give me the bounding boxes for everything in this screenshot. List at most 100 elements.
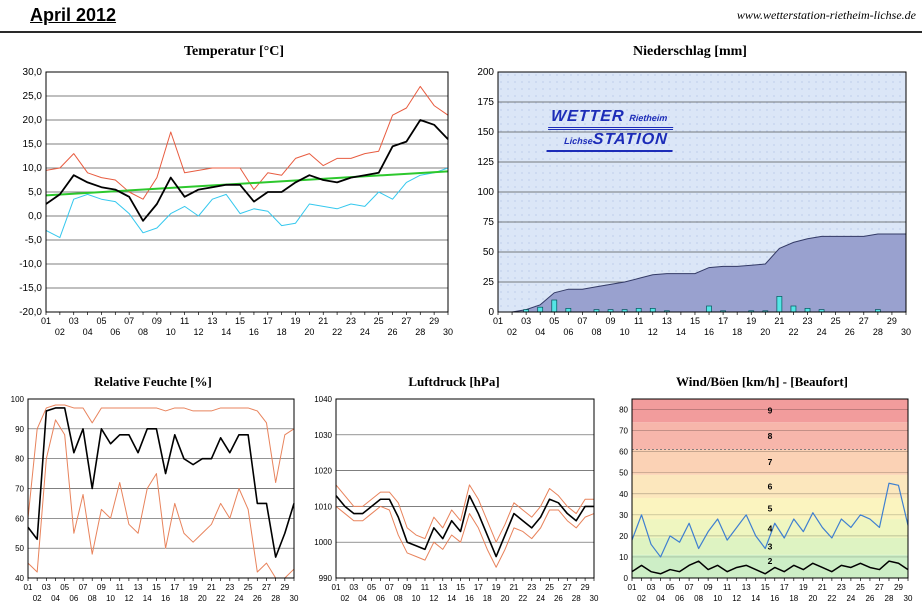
- svg-text:70: 70: [619, 427, 628, 436]
- svg-text:1010: 1010: [314, 502, 332, 511]
- svg-text:15: 15: [152, 583, 161, 592]
- svg-text:90: 90: [15, 425, 24, 434]
- svg-text:1040: 1040: [314, 395, 332, 404]
- svg-text:5: 5: [768, 504, 773, 514]
- svg-text:25: 25: [244, 583, 253, 592]
- svg-text:25: 25: [374, 316, 384, 326]
- logo-lichse-text: Lichse: [563, 136, 594, 146]
- wind-plot: 0 10 20 30 40 50 60 70 80 2 3 4 5 6 7 8 9 01 02 03 04 05 06 07 0…: [608, 394, 916, 608]
- svg-text:16: 16: [161, 594, 170, 603]
- svg-text:60: 60: [619, 448, 628, 457]
- temperature-chart-title: Temperatur [°C]: [183, 44, 285, 59]
- precipitation-chart: Niederschlag [mm] WETTER Rietheim LichseS…: [464, 40, 916, 342]
- svg-text:16: 16: [770, 594, 779, 603]
- svg-text:-5,0: -5,0: [25, 235, 43, 246]
- svg-text:29: 29: [429, 316, 439, 326]
- svg-text:50: 50: [15, 544, 24, 553]
- svg-text:29: 29: [894, 583, 903, 592]
- svg-text:11: 11: [116, 583, 125, 592]
- svg-text:22: 22: [788, 327, 798, 337]
- svg-text:05: 05: [60, 583, 69, 592]
- svg-text:100: 100: [11, 395, 25, 404]
- svg-text:30: 30: [901, 327, 911, 337]
- svg-text:50: 50: [619, 469, 628, 478]
- svg-text:16: 16: [704, 327, 714, 337]
- svg-text:14: 14: [751, 594, 760, 603]
- svg-text:09: 09: [152, 316, 162, 326]
- svg-text:09: 09: [403, 583, 412, 592]
- svg-text:12: 12: [193, 327, 203, 337]
- svg-text:16: 16: [249, 327, 259, 337]
- pressure-plot: 990 1000 1010 1020 1030 1040 01 02 03 04 05 06 07 08 0…: [306, 394, 602, 608]
- svg-text:2: 2: [768, 556, 773, 566]
- svg-text:03: 03: [521, 316, 531, 326]
- svg-text:17: 17: [474, 583, 483, 592]
- svg-text:75: 75: [483, 217, 495, 228]
- svg-text:20: 20: [808, 594, 817, 603]
- svg-text:10,0: 10,0: [23, 163, 43, 174]
- svg-text:26: 26: [388, 327, 398, 337]
- svg-text:02: 02: [340, 594, 349, 603]
- humidity-plot: 40 50 60 70 80 90 100 01 02 03 04 05 06 07 08 09 10 11 12 1…: [4, 394, 302, 608]
- svg-text:60: 60: [15, 514, 24, 523]
- svg-text:70: 70: [15, 485, 24, 494]
- svg-text:14: 14: [447, 594, 456, 603]
- svg-text:40: 40: [15, 574, 24, 583]
- svg-text:18: 18: [179, 594, 188, 603]
- svg-text:-20,0: -20,0: [19, 307, 42, 318]
- svg-text:23: 23: [346, 316, 356, 326]
- svg-text:09: 09: [704, 583, 713, 592]
- svg-text:40: 40: [619, 490, 628, 499]
- svg-text:11: 11: [634, 316, 643, 326]
- svg-text:23: 23: [837, 583, 846, 592]
- svg-text:20: 20: [304, 327, 314, 337]
- humidity-chart-title: Relative Feuchte [%]: [94, 374, 212, 389]
- svg-text:09: 09: [606, 316, 616, 326]
- svg-text:19: 19: [799, 583, 808, 592]
- svg-text:50: 50: [483, 247, 495, 258]
- svg-text:15: 15: [456, 583, 465, 592]
- wind-chart: Wind/Böen [km/h] - [Beaufort] 0 10 20 30 40 5…: [608, 372, 916, 608]
- svg-text:30: 30: [443, 327, 453, 337]
- svg-text:19: 19: [492, 583, 501, 592]
- svg-text:27: 27: [875, 583, 884, 592]
- svg-text:11: 11: [421, 583, 430, 592]
- svg-text:15,0: 15,0: [23, 139, 43, 150]
- svg-text:1000: 1000: [314, 538, 332, 547]
- svg-text:07: 07: [79, 583, 88, 592]
- svg-text:27: 27: [563, 583, 572, 592]
- svg-text:0: 0: [488, 307, 494, 318]
- svg-text:17: 17: [263, 316, 273, 326]
- svg-text:10: 10: [713, 594, 722, 603]
- svg-text:25,0: 25,0: [23, 91, 43, 102]
- svg-text:29: 29: [887, 316, 897, 326]
- svg-text:25: 25: [483, 277, 495, 288]
- svg-text:08: 08: [694, 594, 703, 603]
- pressure-chart-title: Luftdruck [hPa]: [408, 374, 500, 389]
- svg-text:24: 24: [817, 327, 827, 337]
- svg-text:07: 07: [577, 316, 587, 326]
- svg-text:18: 18: [789, 594, 798, 603]
- svg-text:07: 07: [124, 316, 134, 326]
- svg-text:20: 20: [198, 594, 207, 603]
- svg-text:08: 08: [591, 327, 601, 337]
- svg-text:20: 20: [760, 327, 770, 337]
- svg-text:27: 27: [401, 316, 411, 326]
- svg-text:13: 13: [134, 583, 143, 592]
- svg-text:21: 21: [318, 316, 328, 326]
- svg-text:20: 20: [501, 594, 510, 603]
- svg-text:6: 6: [768, 481, 773, 491]
- svg-text:13: 13: [662, 316, 672, 326]
- svg-text:30: 30: [290, 594, 299, 603]
- svg-text:12: 12: [732, 594, 741, 603]
- svg-text:990: 990: [319, 574, 333, 583]
- svg-text:22: 22: [518, 594, 527, 603]
- svg-text:0: 0: [624, 574, 629, 583]
- svg-text:26: 26: [845, 327, 855, 337]
- svg-text:06: 06: [675, 594, 684, 603]
- svg-text:13: 13: [207, 316, 217, 326]
- pressure-svg: 9901000101010201030104001020304050607080…: [314, 395, 599, 603]
- svg-text:12: 12: [124, 594, 133, 603]
- svg-text:08: 08: [394, 594, 403, 603]
